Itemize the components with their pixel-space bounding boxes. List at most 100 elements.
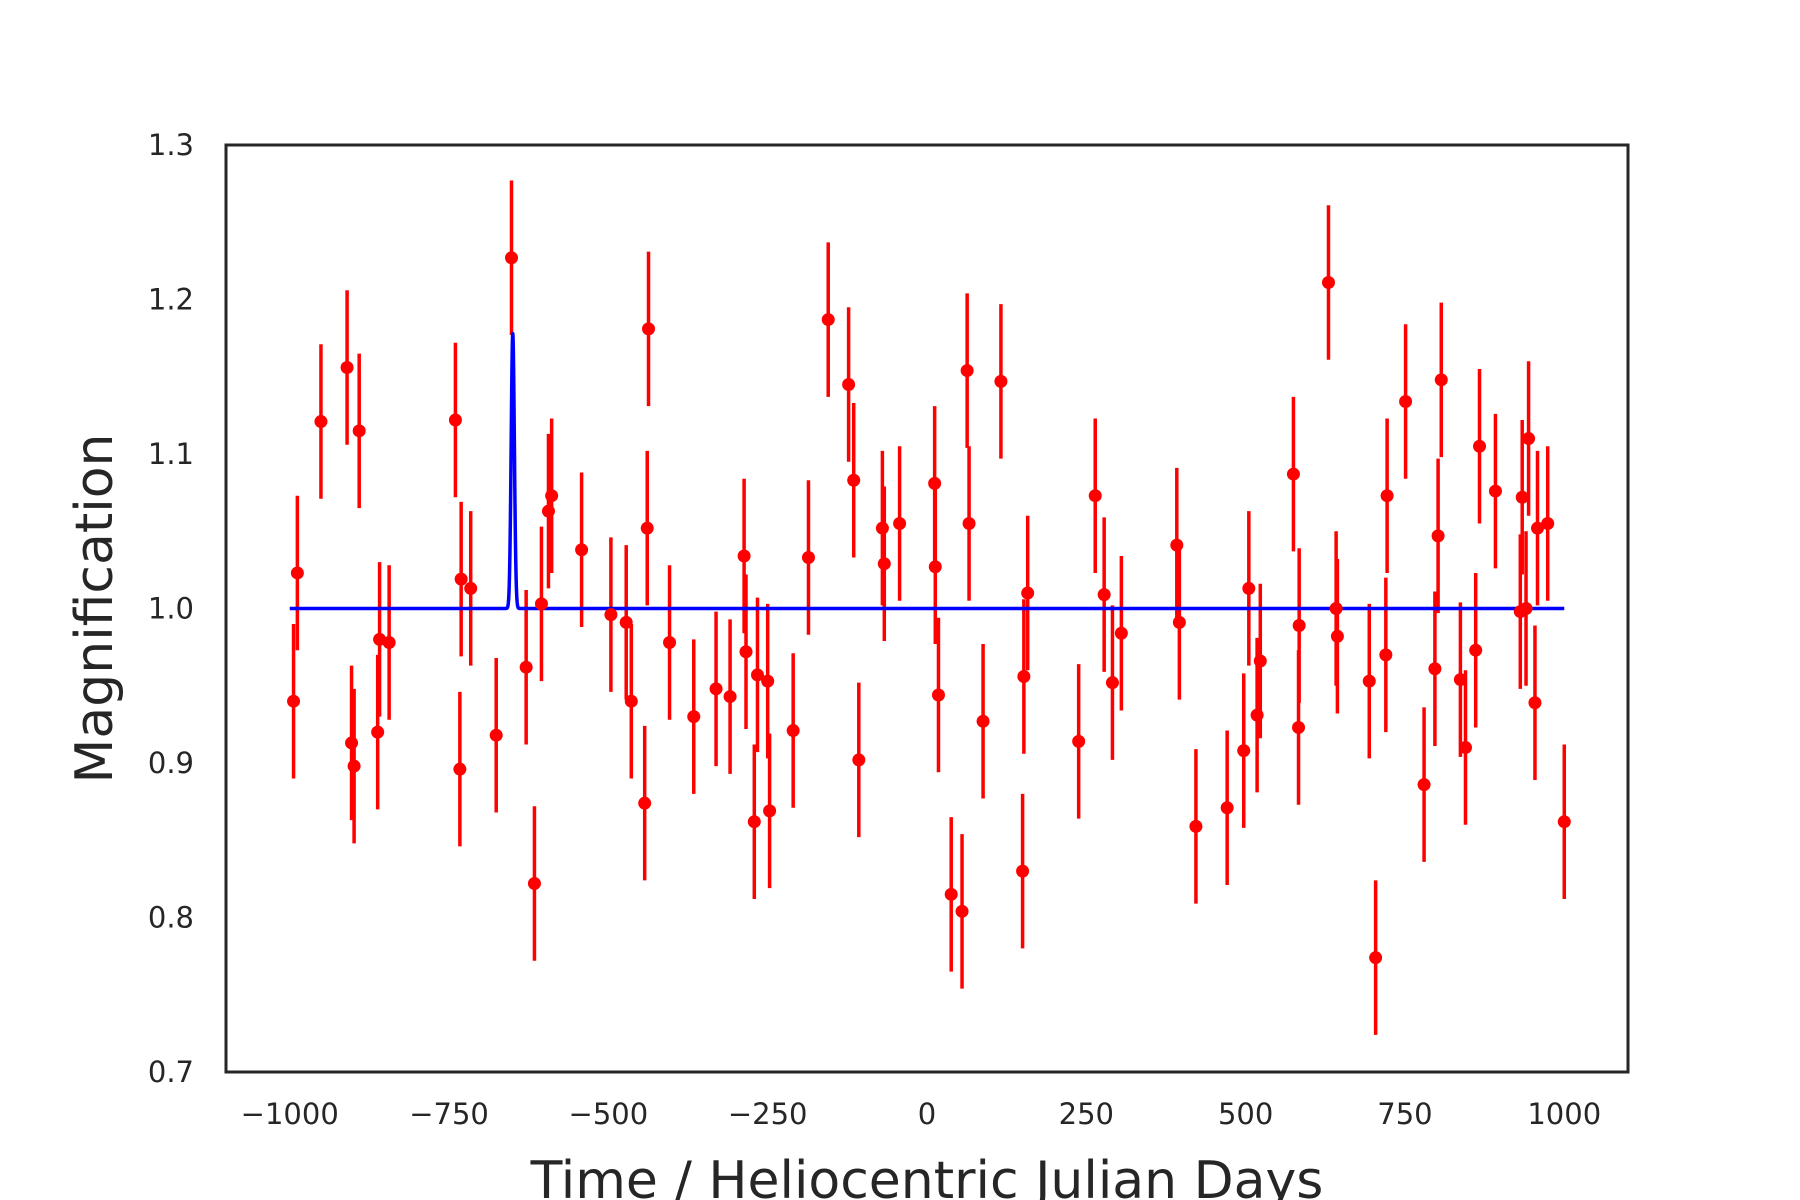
data-point — [1531, 521, 1545, 535]
data-point — [801, 551, 815, 565]
data-point — [1017, 669, 1031, 683]
x-tick-label: −750 — [409, 1097, 489, 1131]
data-point — [761, 674, 775, 688]
data-point — [786, 724, 800, 738]
data-point — [1362, 674, 1376, 688]
x-tick-label: −500 — [569, 1097, 649, 1131]
data-point — [1522, 432, 1536, 446]
data-point — [842, 377, 856, 391]
y-tick-label: 1.0 — [148, 592, 194, 626]
data-point — [464, 581, 478, 595]
y-axis-label: Magnification — [65, 434, 125, 784]
data-point — [1473, 439, 1487, 453]
data-point — [1541, 517, 1555, 531]
data-point — [1369, 951, 1383, 965]
data-point — [1431, 529, 1445, 543]
data-point — [1292, 618, 1306, 632]
data-point — [1417, 778, 1431, 792]
data-point — [454, 572, 468, 586]
data-point — [1330, 629, 1344, 643]
data-point — [1237, 744, 1251, 758]
data-point — [1105, 676, 1119, 690]
data-point — [1286, 467, 1300, 481]
data-point — [1242, 581, 1256, 595]
data-point — [821, 313, 835, 327]
model-curve — [289, 331, 1565, 611]
data-point — [314, 415, 328, 429]
x-tick-label: 1000 — [1527, 1097, 1601, 1131]
data-point — [382, 635, 396, 649]
x-axis-ticks: −1000 −750 −500 −250 0 250 500 750 1000 — [241, 1097, 1602, 1131]
y-tick-label: 1.1 — [148, 437, 194, 471]
data-point — [875, 521, 889, 535]
data-point — [763, 804, 777, 818]
data-point — [1380, 489, 1394, 503]
data-point — [290, 566, 304, 580]
data-point — [340, 360, 354, 374]
data-point — [1088, 489, 1102, 503]
data-point — [687, 710, 701, 724]
data-point — [944, 887, 958, 901]
x-tick-label: −1000 — [241, 1097, 339, 1131]
data-point — [955, 904, 969, 918]
data-point — [960, 364, 974, 378]
data-point — [638, 796, 652, 810]
data-point — [723, 690, 737, 704]
data-point — [739, 645, 753, 659]
data-point — [1292, 720, 1306, 734]
data-point — [345, 736, 359, 750]
data-point — [877, 557, 891, 571]
data-point — [527, 877, 541, 891]
data-point — [642, 322, 656, 336]
data-point — [976, 714, 990, 728]
data-point — [541, 504, 555, 518]
data-point — [1458, 741, 1472, 755]
data-point — [1488, 484, 1502, 498]
data-point — [893, 517, 907, 531]
x-tick-label: 250 — [1059, 1097, 1114, 1131]
data-point — [852, 753, 866, 767]
plot-frame — [224, 143, 1630, 1074]
data-point — [347, 759, 361, 773]
data-point — [1528, 696, 1542, 710]
data-point — [928, 560, 942, 574]
data-points — [287, 251, 1571, 965]
data-point — [750, 668, 764, 682]
x-tick-label: −250 — [728, 1097, 808, 1131]
data-point — [1253, 654, 1267, 668]
data-point — [1434, 373, 1448, 387]
data-point — [1097, 588, 1111, 602]
data-point — [534, 597, 548, 611]
data-point — [928, 476, 942, 490]
data-point — [640, 521, 654, 535]
data-point — [1172, 615, 1186, 629]
x-tick-label: 500 — [1218, 1097, 1273, 1131]
data-point — [453, 762, 467, 776]
data-point — [663, 635, 677, 649]
data-point — [1189, 819, 1203, 833]
data-point — [545, 489, 559, 503]
data-point — [931, 688, 945, 702]
x-tick-label: 0 — [918, 1097, 936, 1131]
data-point — [1329, 602, 1343, 615]
y-tick-label: 1.2 — [148, 283, 194, 317]
y-tick-label: 1.3 — [148, 128, 194, 162]
data-point — [489, 728, 503, 742]
data-point — [619, 615, 633, 629]
y-tick-label: 0.8 — [148, 901, 194, 935]
data-point — [1114, 626, 1128, 640]
data-point — [287, 694, 301, 708]
y-tick-label: 0.9 — [148, 746, 194, 780]
data-point — [371, 725, 385, 739]
data-point — [1170, 538, 1184, 552]
data-point — [1321, 276, 1335, 290]
data-point — [604, 608, 618, 622]
data-point — [1557, 815, 1571, 829]
data-point — [1515, 490, 1529, 504]
data-point — [1016, 864, 1030, 878]
data-point — [1250, 708, 1264, 722]
data-point — [1379, 648, 1393, 662]
data-point — [737, 549, 751, 563]
data-point — [448, 413, 462, 427]
